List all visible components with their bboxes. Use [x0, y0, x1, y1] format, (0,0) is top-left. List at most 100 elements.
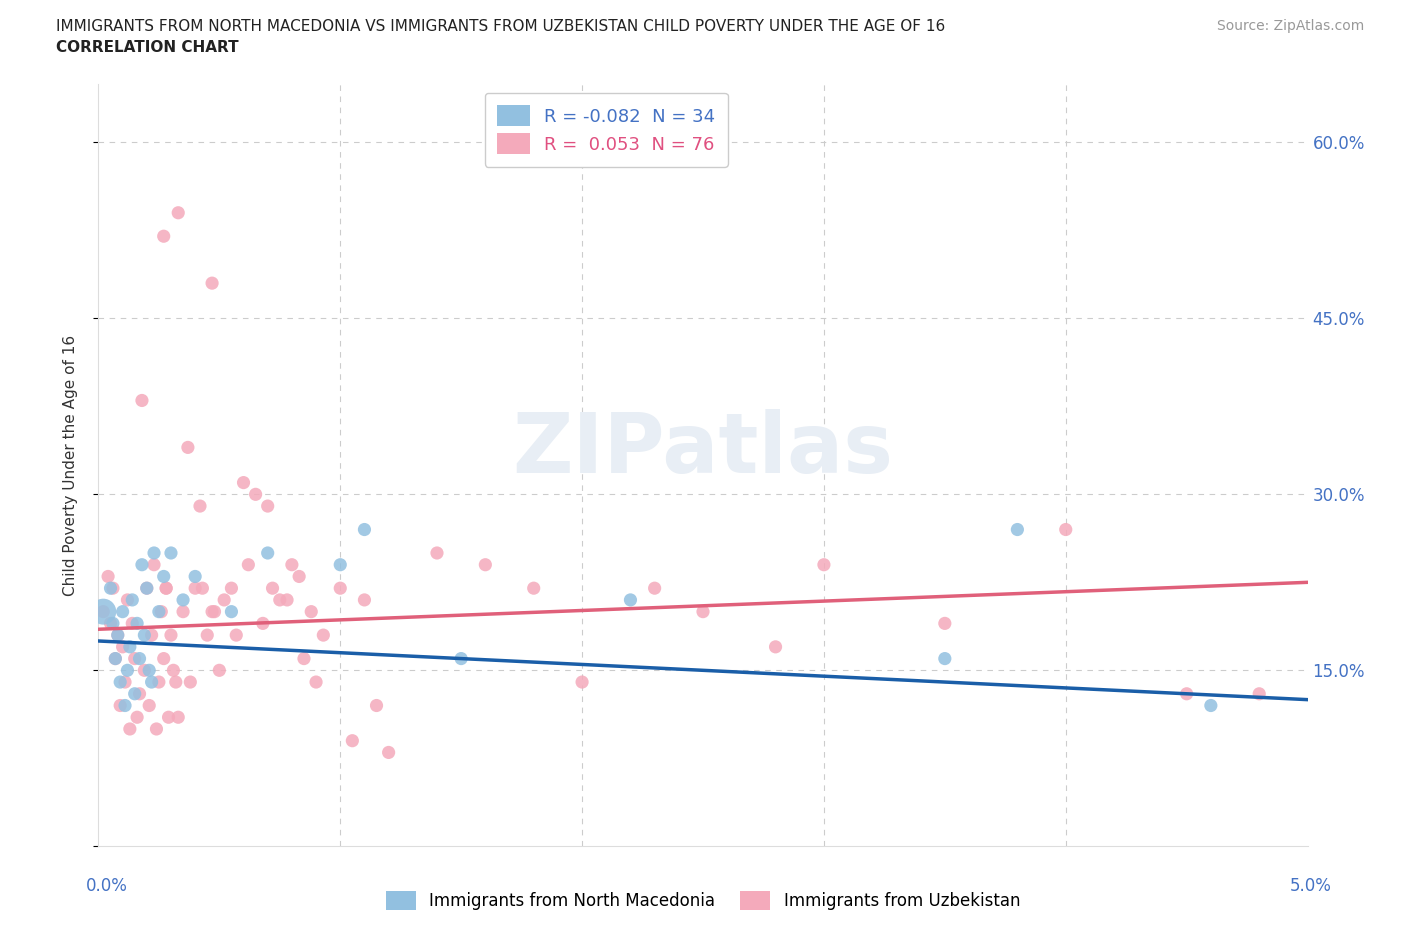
Point [148, 674, 170, 689]
Point [131, 393, 153, 408]
Point [191, 580, 214, 595]
Point [162, 663, 184, 678]
Point [172, 592, 194, 607]
Point [114, 698, 136, 713]
Point [160, 546, 183, 561]
Point [124, 651, 146, 666]
Point [128, 686, 150, 701]
Point [148, 604, 170, 619]
Point [256, 498, 278, 513]
Point [143, 546, 166, 561]
Point [179, 674, 201, 689]
Point [305, 674, 328, 689]
Point [353, 522, 375, 537]
Point [104, 651, 127, 666]
Point [172, 604, 194, 619]
Point [100, 580, 122, 595]
Point [450, 651, 472, 666]
Point [184, 569, 207, 584]
Point [292, 651, 315, 666]
Legend: Immigrants from North Macedonia, Immigrants from Uzbekistan: Immigrants from North Macedonia, Immigra… [380, 884, 1026, 917]
Point [100, 616, 122, 631]
Point [91, 604, 114, 619]
Point [111, 640, 134, 655]
Point [157, 710, 180, 724]
Point [1249, 686, 1271, 701]
Point [204, 604, 226, 619]
Point [195, 628, 218, 643]
Point [124, 686, 146, 701]
Point [107, 628, 129, 643]
Point [165, 674, 187, 689]
Point [329, 557, 352, 572]
Text: 0.0%: 0.0% [86, 877, 128, 895]
Point [288, 569, 311, 584]
Point [934, 616, 956, 631]
Point [245, 487, 267, 502]
Point [155, 580, 177, 595]
Point [134, 628, 156, 643]
Point [377, 745, 399, 760]
Point [238, 557, 260, 572]
Point [184, 580, 207, 595]
Text: Source: ZipAtlas.com: Source: ZipAtlas.com [1216, 19, 1364, 33]
Point [692, 604, 714, 619]
Text: CORRELATION CHART: CORRELATION CHART [56, 40, 239, 55]
Point [177, 440, 200, 455]
Point [111, 604, 134, 619]
Point [114, 674, 136, 689]
Point [813, 557, 835, 572]
Point [152, 229, 174, 244]
Point [152, 651, 174, 666]
Point [299, 604, 322, 619]
Text: IMMIGRANTS FROM NORTH MACEDONIA VS IMMIGRANTS FROM UZBEKISTAN CHILD POVERTY UNDE: IMMIGRANTS FROM NORTH MACEDONIA VS IMMIG… [56, 19, 945, 33]
Point [91, 604, 114, 619]
Point [135, 580, 157, 595]
Point [127, 710, 149, 724]
Point [644, 580, 666, 595]
Point [101, 580, 124, 595]
Point [221, 604, 243, 619]
Point [167, 710, 190, 724]
Point [1199, 698, 1222, 713]
Point [117, 592, 139, 607]
Point [152, 569, 174, 584]
Point [329, 580, 352, 595]
Point [121, 592, 143, 607]
Point [104, 651, 127, 666]
Point [127, 616, 149, 631]
Point [281, 557, 304, 572]
Point [101, 616, 124, 631]
Point [138, 698, 160, 713]
Point [232, 475, 254, 490]
Point [619, 592, 641, 607]
Y-axis label: Child Poverty Under the Age of 16: Child Poverty Under the Age of 16 [63, 335, 77, 595]
Point [118, 722, 141, 737]
Point [765, 640, 787, 655]
Point [134, 663, 156, 678]
Point [1054, 522, 1077, 537]
Point [141, 674, 163, 689]
Point [208, 663, 231, 678]
Point [366, 698, 388, 713]
Point [188, 498, 211, 513]
Legend: R = -0.082  N = 34, R =  0.053  N = 76: R = -0.082 N = 34, R = 0.053 N = 76 [485, 93, 728, 167]
Point [312, 628, 335, 643]
Point [276, 592, 298, 607]
Point [201, 604, 224, 619]
Text: ZIPatlas: ZIPatlas [513, 409, 893, 490]
Point [269, 592, 291, 607]
Text: 5.0%: 5.0% [1289, 877, 1331, 895]
Point [143, 557, 166, 572]
Point [262, 580, 284, 595]
Point [571, 674, 593, 689]
Point [225, 628, 247, 643]
Point [141, 628, 163, 643]
Point [108, 698, 131, 713]
Point [97, 569, 120, 584]
Point [135, 580, 157, 595]
Point [117, 663, 139, 678]
Point [212, 592, 235, 607]
Point [256, 546, 278, 561]
Point [145, 722, 167, 737]
